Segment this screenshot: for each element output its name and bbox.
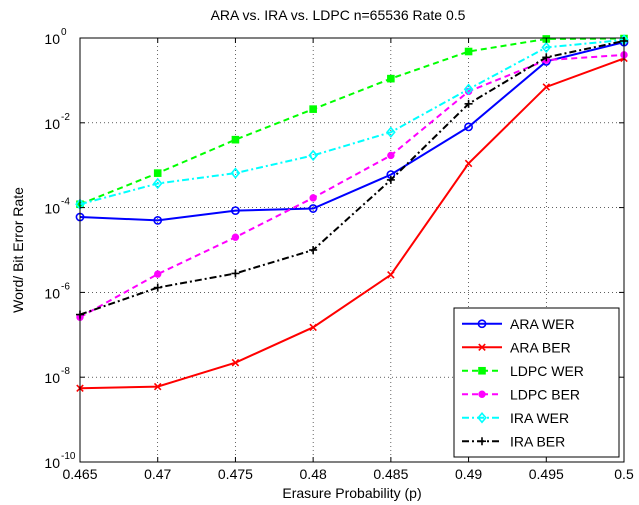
legend-label: ARA WER	[510, 316, 575, 332]
y-tick-exponent: -10	[61, 451, 76, 462]
legend-label: LDPC WER	[510, 363, 584, 379]
x-tick-label: 0.485	[373, 466, 408, 482]
x-tick-label: 0.47	[144, 466, 171, 482]
legend-label: IRA WER	[510, 410, 569, 426]
x-tick-label: 0.5	[614, 466, 634, 482]
data-point	[310, 195, 316, 201]
x-tick-label: 0.49	[455, 466, 482, 482]
chart-title: ARA vs. IRA vs. LDPC n=65536 Rate 0.5	[211, 7, 466, 23]
y-tick-label: 10	[44, 455, 60, 471]
x-axis-label: Erasure Probability (p)	[282, 485, 421, 501]
y-tick-exponent: 0	[61, 27, 67, 38]
y-tick-label: 10	[44, 116, 60, 132]
legend-marker	[479, 391, 485, 397]
data-point	[232, 136, 239, 143]
y-tick-exponent: -2	[61, 112, 70, 123]
x-tick-label: 0.495	[529, 466, 564, 482]
y-tick-label: 10	[44, 31, 60, 47]
legend-marker	[479, 367, 486, 374]
data-point	[388, 75, 395, 82]
data-point	[465, 48, 472, 55]
y-tick-exponent: -4	[61, 197, 70, 208]
legend-label: IRA BER	[510, 433, 565, 449]
y-axis-label: Word/ Bit Error Rate	[10, 187, 26, 313]
y-tick-label: 10	[44, 370, 60, 386]
y-tick-exponent: -6	[61, 281, 70, 292]
x-tick-label: 0.465	[62, 466, 97, 482]
x-tick-label: 0.475	[218, 466, 253, 482]
data-point	[232, 234, 238, 240]
y-tick-exponent: -8	[61, 366, 70, 377]
data-point	[310, 106, 317, 113]
legend: ARA WER ARA BER LDPC WER LDPC BER IRA WER IRA…	[454, 308, 619, 457]
data-point	[154, 170, 161, 177]
y-tick-label: 10	[44, 201, 60, 217]
y-tick-label: 10	[44, 285, 60, 301]
legend-label: ARA BER	[510, 339, 571, 355]
data-point	[155, 271, 161, 277]
data-point	[388, 152, 394, 158]
x-tick-label: 0.48	[300, 466, 327, 482]
legend-label: LDPC BER	[510, 386, 580, 402]
